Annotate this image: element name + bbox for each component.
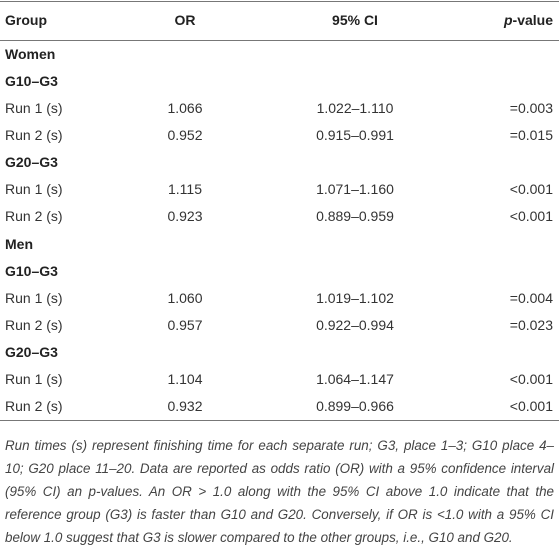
table-cell: Run 1 (s) <box>5 181 63 198</box>
bottom-rule <box>0 420 559 421</box>
table-cell: <0.001 <box>509 208 553 225</box>
table-cell: Run 2 (s) <box>5 208 63 225</box>
group-label: Men <box>5 235 33 252</box>
group-label: G10–G3 <box>5 72 58 89</box>
table-cell: Run 2 (s) <box>5 127 63 143</box>
table-cell: 1.071–1.160 <box>316 181 394 198</box>
table-cell: 0.923 <box>167 208 203 225</box>
group-label: G20–G3 <box>5 344 58 361</box>
group-label: Women <box>5 45 56 62</box>
table-cell: =0.023 <box>509 317 553 333</box>
table-cell: 0.915–0.991 <box>316 127 394 143</box>
footnote: Run times (s) represent finishing time f… <box>5 438 554 545</box>
table-cell: 0.889–0.959 <box>316 208 394 225</box>
table-cell: Run 1 (s) <box>5 371 63 388</box>
group-label: G20–G3 <box>5 154 58 171</box>
table-cell: 0.952 <box>167 127 203 143</box>
table-cell: 1.022–1.110 <box>316 99 394 116</box>
table-cell: Run 2 (s) <box>5 398 63 415</box>
table-cell: 1.066 <box>167 99 203 116</box>
table-cell: =0.015 <box>509 127 553 143</box>
table-cell: 1.060 <box>167 289 203 306</box>
header-text: p-value <box>503 12 553 28</box>
table-cell: 1.115 <box>168 181 202 198</box>
table-cell: 0.922–0.994 <box>316 317 394 333</box>
table-cell: <0.001 <box>509 181 553 198</box>
table-cell: =0.003 <box>509 99 553 116</box>
table-cell: <0.001 <box>509 371 553 388</box>
table-cell: <0.001 <box>509 398 553 415</box>
header-rule <box>0 40 559 41</box>
header-cell: Group <box>5 12 47 28</box>
header-cell: OR <box>174 12 196 28</box>
header-cell: 95% CI <box>332 12 378 28</box>
table-cell: 0.957 <box>167 317 203 333</box>
table-cell: =0.004 <box>509 289 553 306</box>
table-cell: Run 2 (s) <box>5 317 63 333</box>
table-cell: 0.932 <box>167 398 203 415</box>
table-cell: 1.104 <box>167 371 203 388</box>
table-cell: Run 1 (s) <box>5 289 63 306</box>
header-cell: p-value <box>453 10 553 30</box>
table-cell: Run 1 (s) <box>5 99 63 116</box>
table-cell: 1.019–1.102 <box>316 289 394 306</box>
top-rule <box>0 1 559 2</box>
group-label: G10–G3 <box>5 262 58 279</box>
table-cell: 1.064–1.147 <box>316 371 394 388</box>
table-cell: 0.899–0.966 <box>316 398 394 415</box>
